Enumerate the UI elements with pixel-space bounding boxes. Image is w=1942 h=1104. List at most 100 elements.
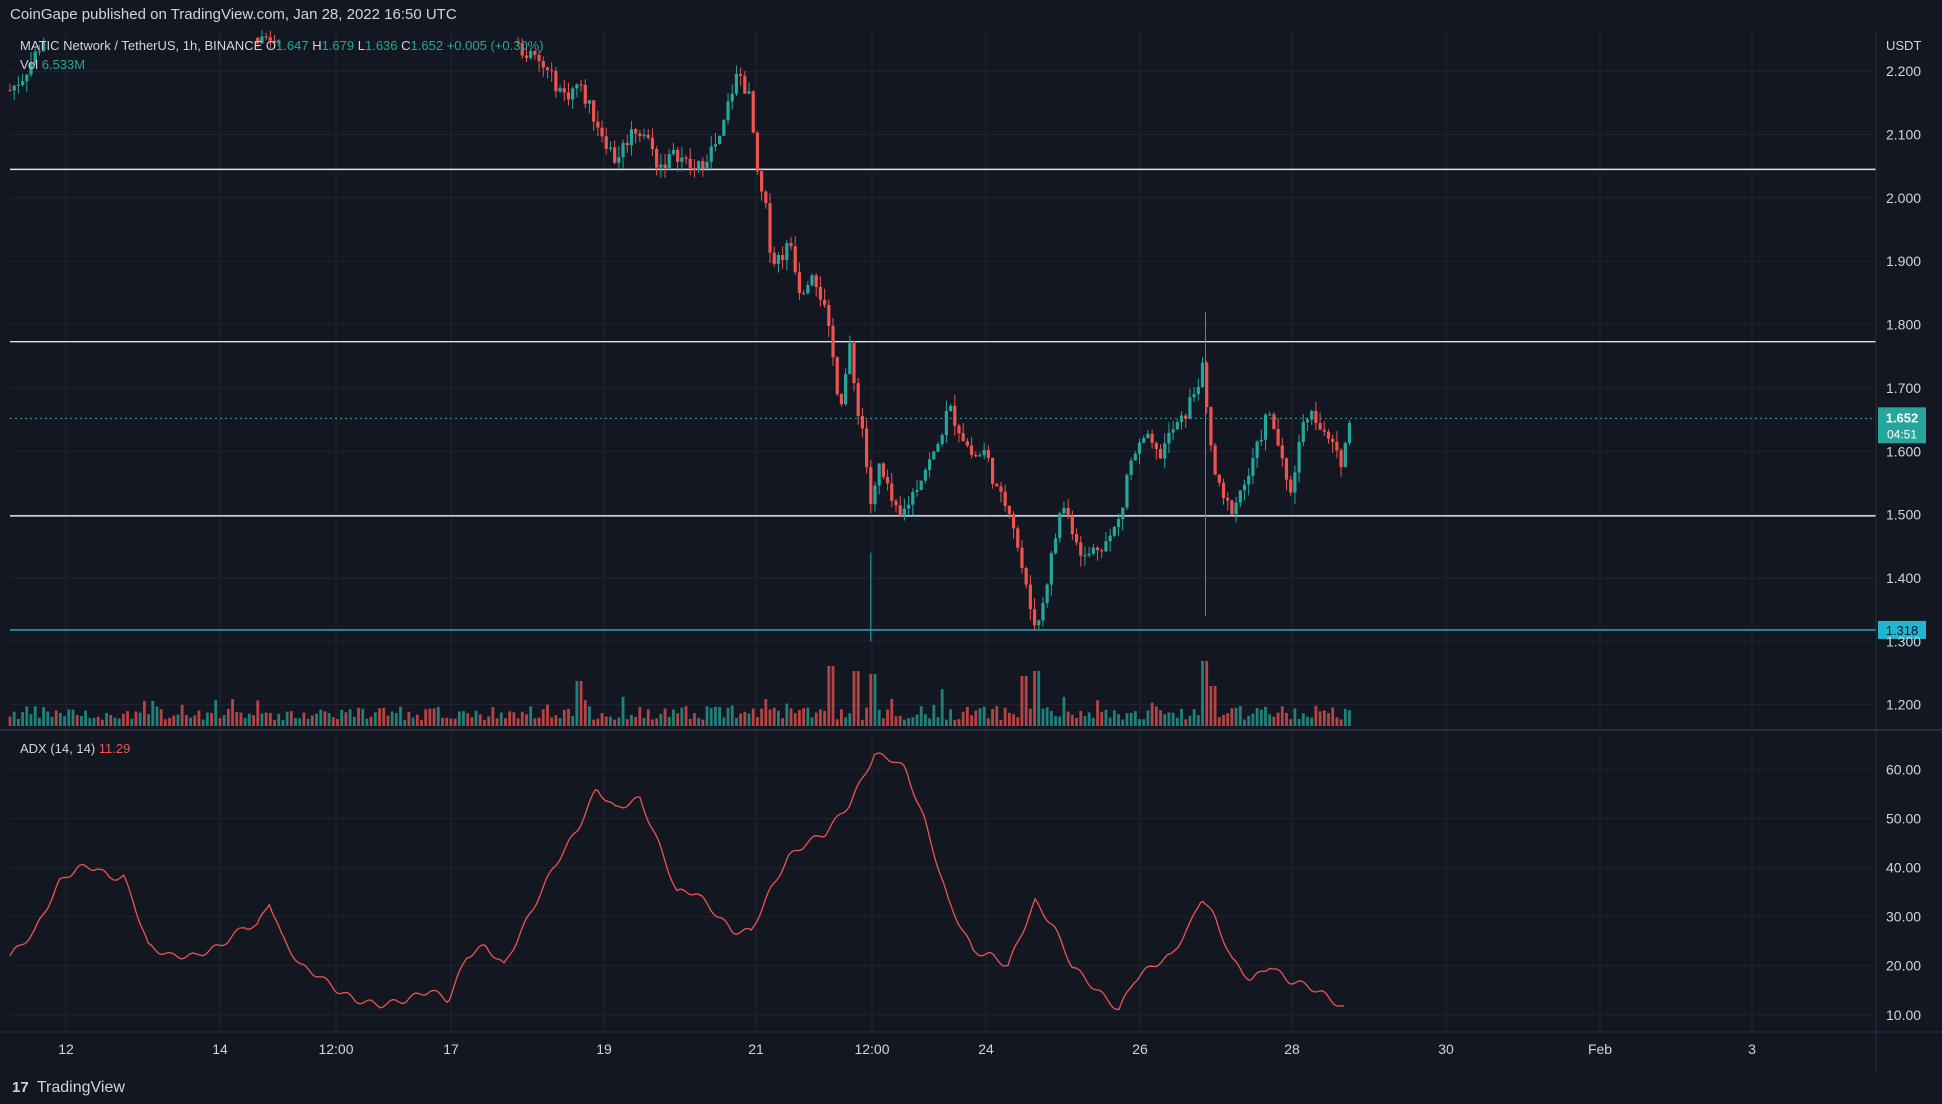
candle-body <box>1326 431 1331 439</box>
candle-body <box>860 415 864 429</box>
volume-bar <box>470 717 474 726</box>
candle-body <box>709 146 713 162</box>
time-tick-label: 12:00 <box>318 1041 353 1057</box>
candle-body <box>1242 484 1247 491</box>
candle-body <box>1024 567 1028 585</box>
low-label: L <box>357 38 365 53</box>
candle-body <box>1007 505 1011 515</box>
volume-bar <box>537 717 541 726</box>
volume-bar <box>256 700 260 726</box>
volume-bar <box>394 713 398 726</box>
volume-bar <box>756 717 759 726</box>
candle-body <box>1020 547 1024 568</box>
volume-bar <box>1146 710 1150 726</box>
tradingview-footer: 17 TradingView <box>0 1072 1942 1104</box>
volume-bar <box>1163 714 1167 726</box>
volume-bar <box>1054 716 1057 726</box>
volume-bar <box>1264 706 1267 726</box>
candle-body <box>625 142 629 146</box>
candle-body <box>751 91 755 133</box>
candle-body <box>919 480 923 490</box>
price-tick-label: 2.200 <box>1886 63 1921 79</box>
candle-body <box>1058 513 1062 539</box>
candle-body <box>537 54 541 62</box>
volume-bar <box>693 713 696 726</box>
volume-bar <box>1007 712 1011 726</box>
volume-bar <box>970 715 973 726</box>
volume-bar <box>142 700 146 726</box>
candle-body <box>1289 479 1293 493</box>
volume-bar <box>923 714 927 726</box>
grid-lines <box>10 30 1876 1032</box>
volume-bar <box>1259 709 1263 726</box>
candle-body <box>965 441 969 446</box>
candle-body <box>898 505 902 516</box>
close-label: C <box>401 38 411 53</box>
volume-bar <box>289 711 293 726</box>
candle-body <box>1003 491 1007 506</box>
candle-body <box>1230 500 1234 515</box>
volume-bar <box>382 707 386 726</box>
candle-body <box>524 55 529 58</box>
volume-bar <box>554 715 558 726</box>
volume-bar <box>714 706 717 726</box>
candle-body <box>948 405 953 412</box>
volume-bar <box>92 717 96 726</box>
volume-bar <box>588 706 591 726</box>
volume-bar <box>344 712 348 726</box>
candle-body <box>1116 519 1121 528</box>
candle-body <box>1104 541 1108 552</box>
volume-bar <box>1154 706 1158 726</box>
volume-bar <box>1041 708 1045 726</box>
candle-body <box>1276 428 1280 446</box>
tradingview-brand[interactable]: TradingView <box>36 1079 125 1096</box>
candle-body <box>8 90 12 92</box>
volume-bar <box>1314 705 1318 726</box>
symbol-name[interactable]: MATIC Network / TetherUS, 1h, BINANCE <box>20 38 263 53</box>
candle-body <box>1196 386 1200 395</box>
volume-bar <box>1289 719 1293 726</box>
volume-bar <box>596 718 600 726</box>
candle-body <box>978 455 982 457</box>
volume-bar <box>504 718 507 726</box>
candle-body <box>902 508 906 516</box>
candle-body <box>533 50 537 55</box>
adx-tick-label: 40.00 <box>1886 859 1921 875</box>
candle-body <box>810 275 814 286</box>
volume-bar <box>100 719 104 726</box>
candle-body <box>743 75 747 94</box>
volume-bar <box>1222 714 1225 726</box>
price-chart[interactable]: 1.318 1.652 04:51 2.200 2.100 2.000 1.900 1.80… <box>0 30 1942 1072</box>
volume-bar <box>474 710 478 726</box>
candle-body <box>1331 438 1335 443</box>
volume-bar <box>865 707 868 726</box>
volume-bar <box>285 711 289 726</box>
volume-bar <box>844 717 848 726</box>
candle-body <box>885 476 890 484</box>
candle-body <box>550 70 554 72</box>
time-tick-label: 24 <box>978 1041 994 1057</box>
candle-body <box>579 84 583 86</box>
candle-body <box>558 88 562 92</box>
time-tick-label: Feb <box>1588 1041 1612 1057</box>
candlesticks[interactable] <box>8 30 1352 642</box>
volume-bar <box>403 719 407 726</box>
volume-bar <box>957 719 961 726</box>
volume-bar <box>172 715 176 726</box>
candle-body <box>995 483 999 487</box>
volume-bar <box>659 713 663 726</box>
volume-bar <box>273 719 276 726</box>
volume-bar <box>1213 686 1217 726</box>
volume-bar <box>819 709 822 726</box>
volume-bar <box>411 717 415 726</box>
volume-bar <box>109 715 113 726</box>
candle-body <box>864 428 869 468</box>
volume-bar <box>214 700 218 726</box>
volume-bar <box>1150 702 1154 726</box>
adx-tick-label: 10.00 <box>1886 1007 1921 1023</box>
volume-bar <box>886 709 889 726</box>
volume-bar <box>210 713 213 726</box>
volume-bar <box>1125 713 1129 726</box>
volume-bar <box>860 719 864 726</box>
volume-bar <box>168 717 171 726</box>
